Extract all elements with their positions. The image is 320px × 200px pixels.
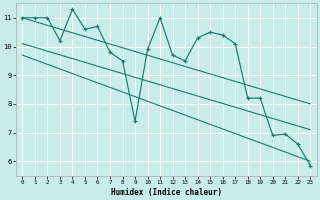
X-axis label: Humidex (Indice chaleur): Humidex (Indice chaleur) [111, 188, 222, 197]
